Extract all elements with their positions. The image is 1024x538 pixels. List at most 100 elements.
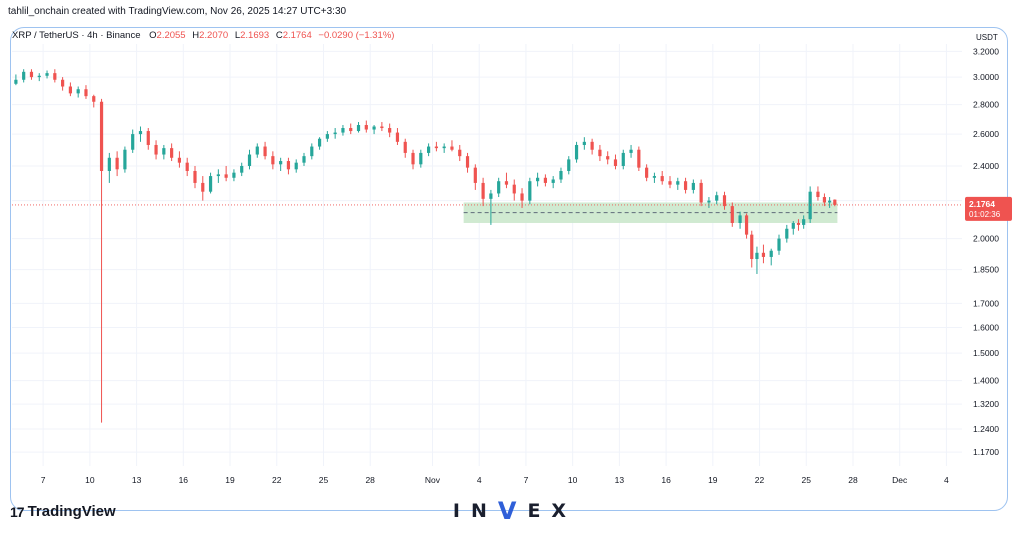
candle[interactable] [660, 170, 664, 185]
candle[interactable] [590, 138, 594, 155]
candle[interactable] [715, 191, 719, 205]
candle[interactable] [216, 169, 220, 183]
candle[interactable] [45, 70, 49, 79]
candle[interactable] [606, 151, 610, 165]
candle[interactable] [802, 215, 806, 229]
candle[interactable] [263, 141, 267, 160]
candle[interactable] [777, 234, 781, 255]
candle[interactable] [676, 177, 680, 190]
candle[interactable] [691, 179, 695, 194]
candle[interactable] [567, 156, 571, 175]
candle[interactable] [744, 213, 749, 239]
candle[interactable] [668, 176, 672, 189]
candle[interactable] [551, 176, 555, 189]
candle[interactable] [22, 69, 26, 83]
candle[interactable] [750, 230, 754, 268]
candle[interactable] [559, 167, 563, 183]
candle[interactable] [317, 137, 322, 150]
candle[interactable] [796, 219, 801, 231]
candle[interactable] [14, 74, 18, 86]
candle[interactable] [201, 176, 205, 201]
candle[interactable] [92, 94, 96, 108]
candle[interactable] [785, 224, 789, 243]
candle[interactable] [512, 179, 516, 201]
candle[interactable] [791, 221, 795, 235]
candle[interactable] [170, 143, 174, 162]
candle[interactable] [185, 157, 189, 177]
candle[interactable] [255, 143, 259, 158]
candle[interactable] [68, 82, 73, 97]
candle[interactable] [37, 73, 41, 82]
candle[interactable] [738, 211, 742, 229]
candle[interactable] [29, 69, 34, 80]
candle[interactable] [310, 143, 314, 160]
candle[interactable] [722, 191, 727, 210]
candle[interactable] [302, 152, 306, 166]
candle[interactable] [465, 152, 470, 173]
candle[interactable] [193, 165, 197, 189]
candle[interactable] [816, 186, 820, 201]
candle[interactable] [372, 125, 376, 135]
candle[interactable] [450, 140, 454, 152]
candle[interactable] [341, 125, 345, 136]
candle[interactable] [131, 129, 135, 153]
candle[interactable] [652, 172, 657, 183]
candle[interactable] [755, 246, 759, 274]
candle[interactable] [232, 169, 236, 182]
candle[interactable] [536, 172, 540, 187]
candle[interactable] [107, 152, 111, 183]
candle[interactable] [162, 144, 166, 160]
candle[interactable] [574, 141, 579, 163]
candle[interactable] [822, 193, 827, 207]
candle[interactable] [637, 146, 641, 171]
candle[interactable] [419, 149, 423, 168]
candle[interactable] [123, 146, 127, 173]
candle[interactable] [84, 85, 88, 99]
candle[interactable] [769, 248, 773, 266]
candle[interactable] [442, 143, 446, 153]
candle[interactable] [356, 122, 361, 133]
candle[interactable] [458, 144, 462, 162]
candle[interactable] [629, 144, 633, 158]
candle[interactable] [380, 122, 384, 132]
candle[interactable] [247, 149, 252, 170]
candle[interactable] [403, 138, 407, 158]
candle[interactable] [582, 137, 586, 150]
candle[interactable] [497, 177, 501, 198]
candle[interactable] [645, 164, 649, 182]
candle[interactable] [76, 86, 80, 98]
candle[interactable] [707, 197, 711, 208]
candle[interactable] [395, 128, 400, 145]
candle[interactable] [279, 157, 283, 171]
candle[interactable] [598, 144, 602, 162]
candle[interactable] [333, 128, 337, 139]
candle[interactable] [177, 151, 182, 168]
candle[interactable] [504, 172, 509, 189]
candle[interactable] [473, 164, 477, 190]
candle[interactable] [426, 143, 431, 157]
candle[interactable] [699, 179, 703, 207]
candle[interactable] [481, 177, 485, 207]
candle[interactable] [613, 154, 618, 170]
candle[interactable] [683, 177, 688, 194]
candle[interactable] [294, 159, 298, 173]
candle[interactable] [99, 98, 104, 423]
candle[interactable] [543, 174, 548, 187]
candle[interactable] [828, 197, 832, 208]
candle[interactable] [154, 140, 158, 160]
candle[interactable] [286, 157, 291, 175]
candle[interactable] [138, 126, 143, 142]
candle[interactable] [364, 120, 368, 133]
candle[interactable] [224, 165, 228, 182]
candle[interactable] [761, 244, 766, 264]
candle[interactable] [388, 123, 392, 138]
candle[interactable] [53, 69, 57, 83]
candle[interactable] [434, 141, 438, 152]
candle[interactable] [528, 177, 532, 205]
candle[interactable] [730, 202, 734, 227]
candle[interactable] [271, 151, 275, 170]
candle[interactable] [115, 151, 119, 177]
candle[interactable] [208, 172, 213, 194]
candle[interactable] [349, 123, 353, 135]
